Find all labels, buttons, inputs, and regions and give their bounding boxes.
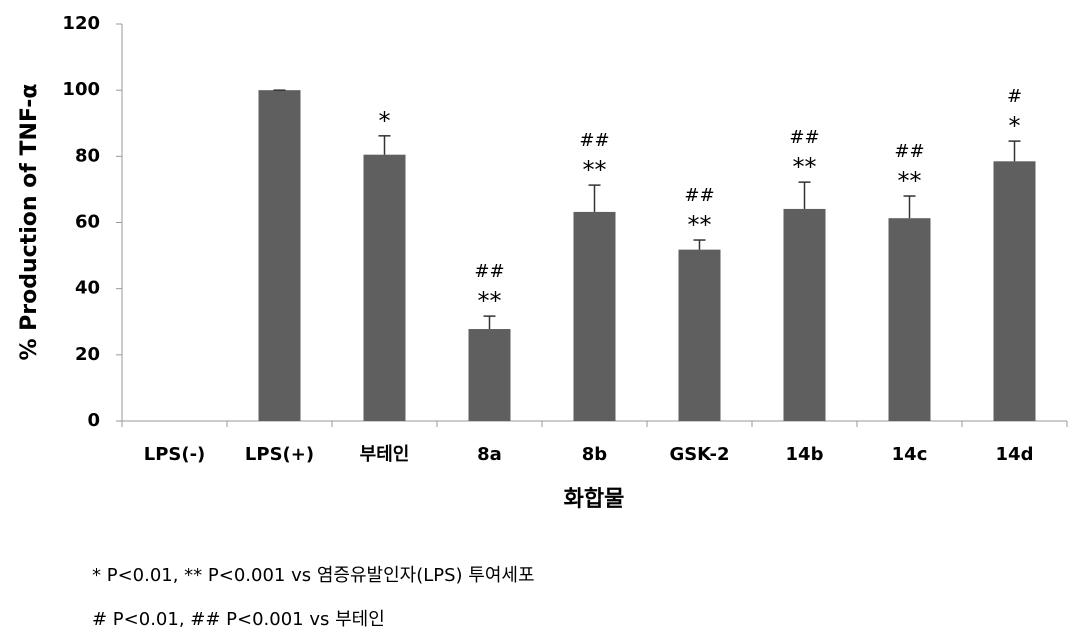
- y-tick-label: 100: [62, 79, 100, 100]
- bar: [678, 249, 721, 421]
- significance-star: *: [1009, 112, 1021, 140]
- x-tick-label: 14b: [786, 444, 824, 465]
- significance-hash: ##: [894, 141, 924, 162]
- significance-star: **: [793, 153, 817, 181]
- footnote: * P<0.01, ** P<0.001 vs 염증유발인자(LPS) 투여세포: [92, 565, 535, 586]
- y-tick-label: 80: [75, 145, 100, 166]
- x-tick-label: 14c: [892, 444, 928, 465]
- x-axis-title: 화합물: [564, 486, 625, 512]
- x-tick-label: GSK-2: [669, 444, 729, 465]
- footnote: # P<0.01, ## P<0.001 vs 부테인: [92, 609, 385, 630]
- y-tick-label: 20: [75, 344, 100, 365]
- bar: [888, 218, 931, 421]
- bar: [363, 154, 406, 421]
- significance-hash: ##: [684, 185, 714, 206]
- significance-hash: ##: [474, 261, 504, 282]
- bar: [468, 329, 511, 421]
- x-tick-label: 14d: [996, 444, 1034, 465]
- significance-star: **: [478, 287, 502, 315]
- y-tick-label: 120: [62, 13, 100, 34]
- y-tick-label: 40: [75, 278, 100, 299]
- y-tick-label: 60: [75, 212, 100, 233]
- x-tick-label: LPS(-): [144, 444, 206, 465]
- bar: [258, 90, 301, 422]
- significance-hash: ##: [579, 130, 609, 151]
- x-tick-label: 부테인: [360, 444, 410, 465]
- significance-star: *: [379, 107, 391, 135]
- significance-star: **: [688, 211, 712, 239]
- significance-hash: ##: [789, 127, 819, 148]
- x-tick-label: 8b: [582, 444, 608, 465]
- significance-star: **: [898, 167, 922, 195]
- bar: [783, 208, 826, 421]
- x-tick-label: 8a: [477, 444, 502, 465]
- bar: [573, 211, 616, 421]
- y-axis-title: % Production of TNF-α: [17, 83, 42, 360]
- bar: [993, 161, 1036, 421]
- significance-star: **: [583, 156, 607, 184]
- x-tick-label: LPS(+): [245, 444, 314, 465]
- y-tick-label: 0: [87, 410, 100, 431]
- significance-hash: #: [1007, 86, 1022, 107]
